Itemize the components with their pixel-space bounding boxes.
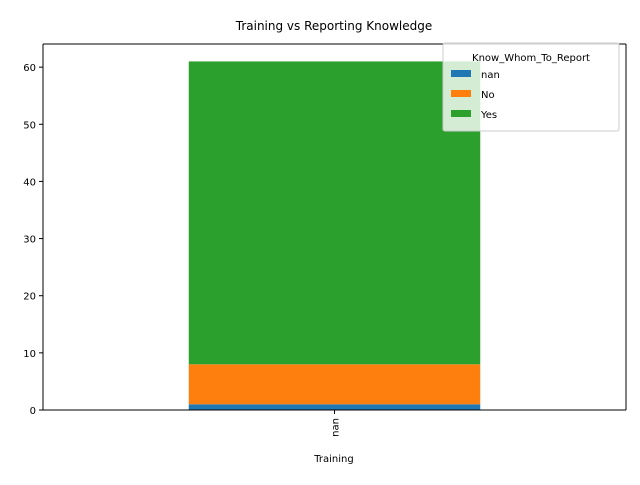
x-tick-label: nan <box>331 418 342 437</box>
legend: Know_Whom_To_Report nan No Yes <box>442 42 620 132</box>
legend-frame <box>442 42 620 132</box>
legend-items: nan No Yes <box>451 70 500 121</box>
bar-segment-nan <box>188 404 481 410</box>
legend-title: Know_Whom_To_Report <box>472 53 590 64</box>
legend-label-yes: Yes <box>480 110 497 121</box>
legend-label-no: No <box>481 90 495 101</box>
bars-layer <box>188 61 481 410</box>
bar-segment-no <box>188 364 481 405</box>
y-tick-label: 50 <box>23 120 36 131</box>
legend-swatch-yes <box>451 110 471 117</box>
x-axis-label: Training <box>313 454 353 465</box>
chart-title: Training vs Reporting Knowledge <box>235 19 432 33</box>
legend-swatch-no <box>451 90 471 97</box>
y-tick-label: 30 <box>23 235 36 246</box>
ticks-layer: 0 10 20 30 40 50 60 nan <box>23 63 341 437</box>
y-tick-label: 20 <box>23 292 36 303</box>
y-tick-label: 0 <box>30 406 36 417</box>
y-tick-label: 10 <box>23 349 36 360</box>
bar-segment-yes <box>188 61 481 365</box>
legend-label-nan: nan <box>481 70 500 81</box>
y-tick-label: 60 <box>23 63 36 74</box>
y-tick-label: 40 <box>23 177 36 188</box>
legend-swatch-nan <box>451 70 471 77</box>
